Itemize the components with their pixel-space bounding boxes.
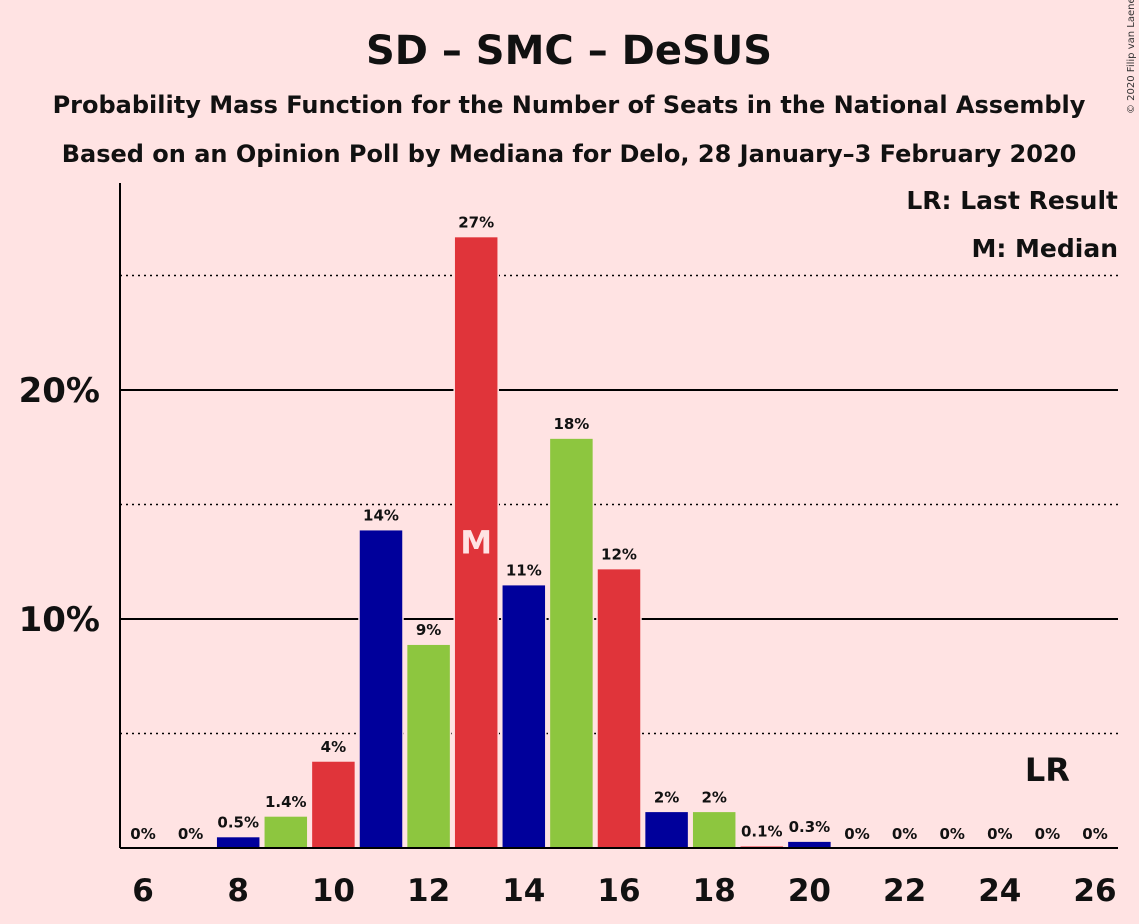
bar-seat-9	[263, 815, 309, 849]
chart-subtitle-line-1: Probability Mass Function for the Number…	[53, 91, 1086, 119]
bar-seat-10	[310, 760, 357, 849]
x-tick-label-18: 18	[693, 873, 736, 909]
data-label-seat-9: 1.4%	[265, 793, 307, 811]
data-label-seat-10: 4%	[321, 738, 346, 756]
data-label-seat-11: 14%	[363, 507, 399, 525]
x-tick-label-26: 26	[1073, 873, 1116, 909]
axes: 10% 20% 6 8 10 12 14 16 18 20 22 24 26	[19, 183, 1118, 909]
x-tick-label-22: 22	[883, 873, 926, 909]
bar-seat-20	[786, 840, 833, 849]
legend-median: M: Median	[971, 234, 1118, 263]
data-label-seat-7: 0%	[178, 825, 203, 843]
x-tick-label-6: 6	[132, 873, 154, 909]
x-tick-label-8: 8	[227, 873, 249, 909]
data-label-seat-25: 0%	[1035, 825, 1060, 843]
y-tick-label-10: 10%	[19, 600, 100, 640]
x-tick-label-20: 20	[788, 873, 831, 909]
data-label-seat-13: 27%	[458, 214, 494, 232]
x-tick-label-16: 16	[597, 873, 640, 909]
bar-seat-13	[453, 235, 499, 849]
data-label-seat-22: 0%	[892, 825, 917, 843]
x-tick-label-10: 10	[312, 873, 355, 909]
data-label-seat-21: 0%	[844, 825, 869, 843]
bar-seat-12	[405, 643, 452, 849]
legend-last-result: LR: Last Result	[906, 186, 1118, 215]
bar-seat-14	[501, 583, 547, 849]
bar-seat-11	[358, 528, 404, 849]
bar-seat-17	[643, 810, 690, 849]
data-label-seat-6: 0%	[130, 825, 155, 843]
x-tick-label-12: 12	[407, 873, 450, 909]
data-label-seat-20: 0.3%	[789, 818, 831, 836]
median-marker: M	[460, 523, 492, 561]
x-tick-label-14: 14	[502, 873, 545, 909]
data-label-seat-18: 2%	[701, 788, 726, 806]
data-label-seat-24: 0%	[987, 825, 1012, 843]
data-label-seat-16: 12%	[601, 546, 637, 564]
data-label-seat-14: 11%	[506, 562, 542, 580]
last-result-marker: LR	[1025, 751, 1070, 789]
chart-subtitle-line-2: Based on an Opinion Poll by Mediana for …	[62, 140, 1077, 168]
data-label-seat-19: 0.1%	[741, 823, 783, 841]
bar-seat-16	[596, 567, 642, 849]
y-tick-label-20: 20%	[19, 371, 100, 411]
bar-seat-18	[691, 810, 737, 849]
data-label-seat-17: 2%	[654, 788, 679, 806]
data-label-seat-8: 0.5%	[217, 814, 259, 832]
data-label-seat-23: 0%	[939, 825, 964, 843]
bars: 0% 0% 0.5% 1.4% 4% 14% 9% 27% 11% 18% 12% 2% 2% 0.1% 0…	[130, 214, 1108, 849]
x-tick-label-24: 24	[978, 873, 1021, 909]
data-label-seat-15: 18%	[553, 415, 589, 433]
data-label-seat-12: 9%	[416, 621, 441, 639]
bar-seat-8	[215, 835, 261, 849]
chart-title: SD – SMC – DeSUS	[366, 28, 772, 74]
bar-seat-15	[548, 437, 595, 849]
data-label-seat-26: 0%	[1082, 825, 1107, 843]
copyright-note: © 2020 Filip van Laenen	[1126, 0, 1137, 114]
